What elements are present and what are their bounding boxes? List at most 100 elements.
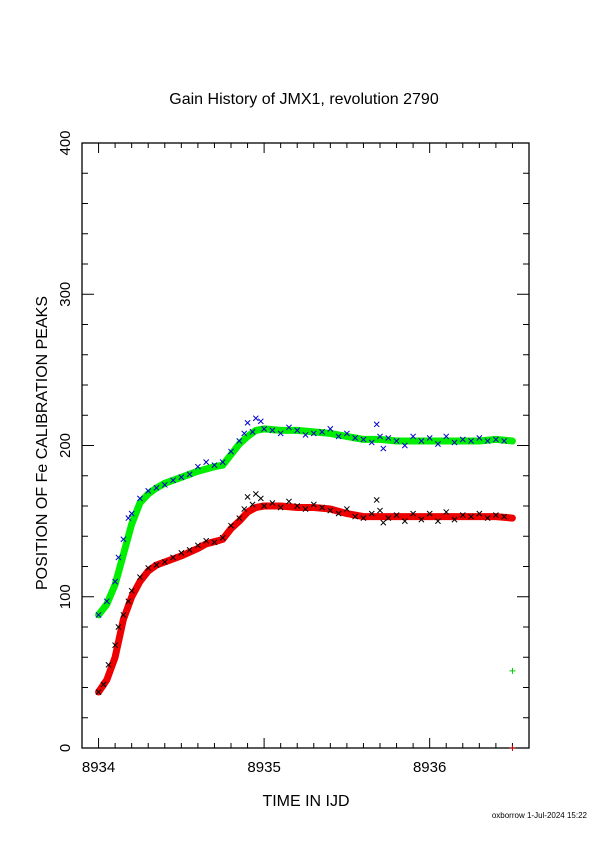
x-tick-label: 8934	[82, 759, 115, 776]
data-point-x	[443, 509, 450, 516]
fit-line	[95, 502, 516, 696]
data-point-x	[343, 430, 350, 437]
data-point-x	[360, 436, 367, 443]
data-point-x	[161, 481, 168, 488]
data-point-x	[418, 438, 425, 444]
data-point-plus	[509, 745, 516, 751]
data-point-x	[410, 433, 417, 440]
data-point-x	[186, 471, 193, 478]
data-point-x	[170, 477, 177, 484]
series-2	[95, 490, 508, 695]
data-point-x	[426, 510, 433, 517]
data-point-x	[393, 512, 400, 519]
data-point-x	[236, 438, 243, 444]
data-point-x	[385, 515, 392, 522]
data-point-x	[377, 507, 383, 514]
series-4	[509, 667, 516, 674]
data-point-x	[257, 418, 264, 425]
data-point-x	[459, 512, 466, 519]
series-0	[95, 415, 508, 618]
x-tick-label: 8935	[247, 759, 280, 776]
data-point-x	[244, 419, 251, 426]
data-point-plus	[509, 667, 516, 674]
data-point-x	[261, 425, 268, 432]
data-point-x	[219, 459, 226, 466]
data-point-x	[120, 536, 127, 543]
data-point-x	[186, 546, 193, 553]
data-point-x	[261, 503, 268, 509]
y-tick-label: 0	[57, 744, 74, 752]
data-point-x	[327, 507, 334, 514]
data-point-x	[476, 510, 483, 517]
data-point-x	[310, 430, 317, 437]
data-point-x	[380, 519, 387, 526]
data-point-x	[269, 500, 276, 506]
data-point-x	[269, 427, 276, 434]
data-point-x	[302, 431, 309, 438]
data-point-x	[459, 436, 466, 443]
x-axis-label: TIME IN IJD	[262, 793, 349, 810]
data-point-x	[128, 510, 135, 517]
data-point-x	[476, 434, 483, 441]
data-point-x	[241, 430, 248, 437]
data-point-x	[434, 441, 441, 447]
data-point-x	[377, 433, 383, 440]
data-point-x	[277, 504, 284, 511]
data-point-x	[136, 495, 143, 502]
data-point-x	[468, 513, 475, 520]
data-point-x	[294, 503, 301, 509]
data-point-x	[352, 513, 359, 520]
y-axis-label: POSITION OF Fe CALIBRATION PEAKS	[34, 296, 51, 590]
series-1	[95, 425, 516, 619]
data-point-x	[112, 642, 119, 649]
data-point-x	[368, 439, 375, 446]
data-point-x	[380, 445, 387, 452]
data-point-x	[252, 490, 259, 497]
data-point-x	[178, 549, 185, 556]
x-tick-label: 8936	[413, 759, 446, 776]
data-point-x	[484, 515, 491, 522]
data-point-x	[112, 578, 119, 585]
data-point-x	[385, 434, 392, 441]
data-point-x	[418, 516, 425, 523]
y-tick-label: 300	[57, 282, 74, 307]
data-point-x	[451, 439, 458, 446]
data-point-x	[170, 554, 177, 561]
data-point-x	[302, 506, 309, 512]
data-point-x	[335, 510, 342, 517]
axis-ticks	[81, 142, 530, 749]
data-point-x	[100, 681, 107, 688]
data-point-x	[410, 510, 417, 517]
data-point-x	[103, 598, 110, 605]
data-point-x	[373, 496, 380, 503]
data-point-x	[252, 415, 259, 422]
data-point-x	[257, 495, 264, 502]
data-point-x	[443, 433, 450, 440]
data-point-x	[128, 587, 135, 594]
data-point-x	[319, 428, 326, 435]
data-point-x	[492, 436, 499, 443]
tick-labels: 8934 8935 8936 0 100 200 300 400	[57, 130, 446, 776]
data-point-x	[105, 661, 112, 668]
data-point-x	[310, 501, 317, 508]
data-point-x	[115, 554, 122, 561]
fit-line	[95, 425, 516, 619]
data-point-x	[161, 559, 168, 565]
data-point-x	[343, 506, 350, 512]
data-point-x	[120, 611, 127, 618]
data-point-x	[368, 510, 375, 517]
data-point-x	[401, 518, 408, 525]
series-5	[509, 745, 516, 751]
data-point-x	[451, 516, 458, 523]
data-point-x	[360, 515, 367, 522]
data-point-x	[501, 513, 508, 520]
data-point-x	[484, 438, 491, 444]
data-point-x	[426, 434, 433, 441]
data-point-x	[203, 459, 210, 466]
data-point-x	[145, 565, 152, 571]
data-point-x	[95, 611, 102, 618]
y-tick-label: 200	[57, 433, 74, 458]
data-point-x	[352, 434, 359, 441]
data-point-x	[115, 624, 122, 630]
